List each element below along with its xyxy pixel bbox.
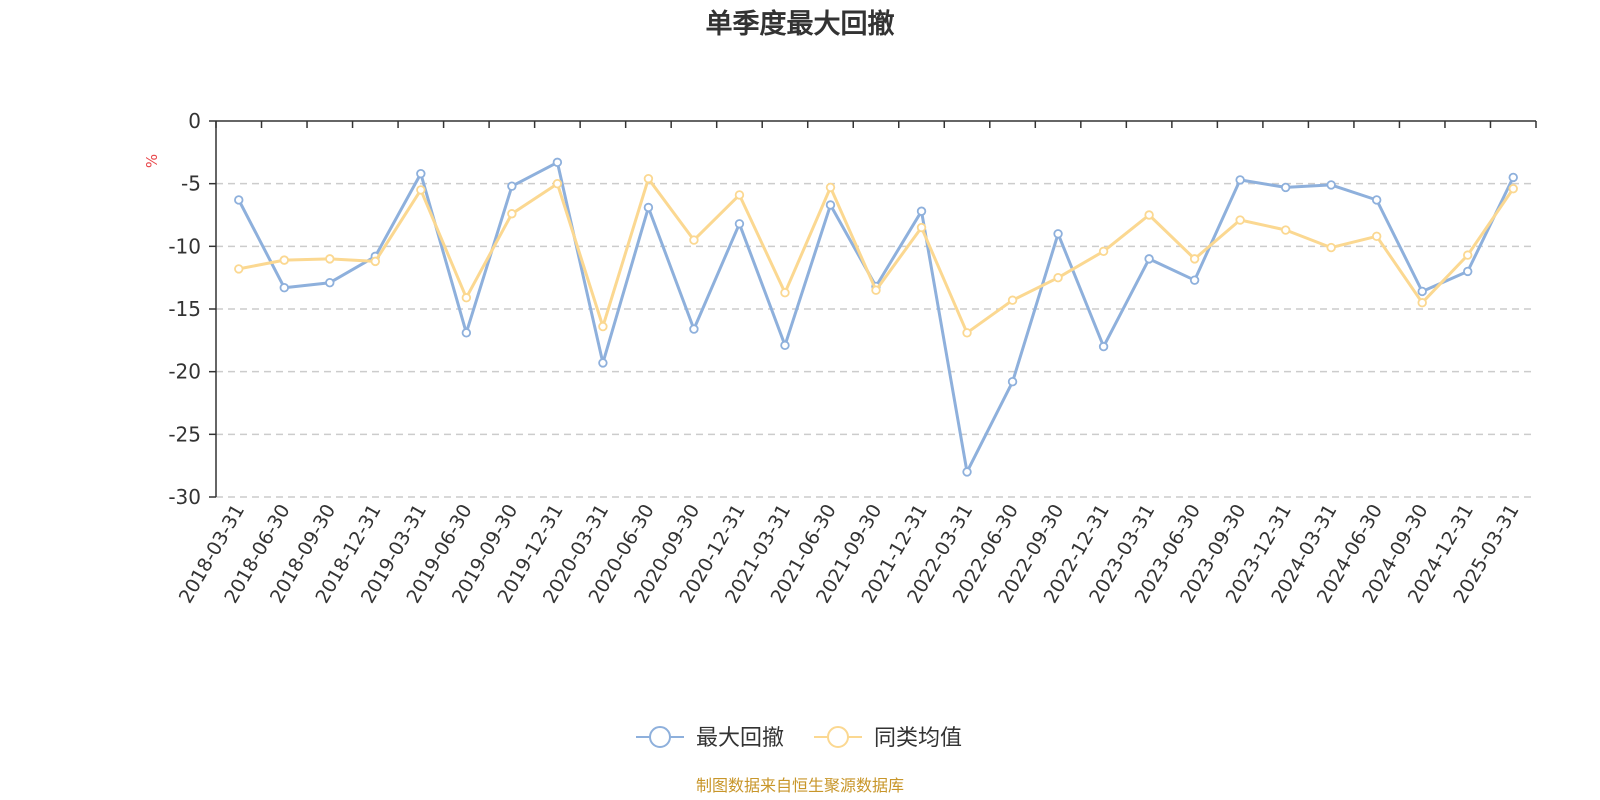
legend-marker [649,726,671,748]
chart-title: 单季度最大回撤 [706,8,895,40]
data-point [1326,242,1336,253]
data-point [507,181,517,191]
data-point [461,293,472,303]
data-point [1417,286,1427,297]
data-point [1280,225,1291,235]
data-point [1371,195,1382,205]
data-point [598,321,608,332]
data-point [916,206,927,216]
legend-label: 同类均值 [874,726,962,751]
data-point [871,285,881,295]
axes [209,120,1537,498]
data-point [279,282,289,293]
legend-marker [827,726,849,748]
y-tick-label: -25 [168,422,201,446]
data-point [1508,172,1518,183]
data-point [962,328,972,338]
data-point [689,235,699,245]
data-point [643,173,654,184]
data-point [370,256,381,267]
data-point [416,185,426,195]
data-point [1144,210,1154,220]
series-layer [234,157,1518,477]
data-point [962,467,972,477]
y-tick-label: -20 [168,360,201,384]
data-point [689,324,699,334]
data-point [1371,231,1382,242]
data-point [1098,246,1109,257]
legend[interactable]: 最大回撤 同类均值 [636,726,962,751]
x-tick-labels: 2018-03-312018-06-302018-09-302018-12-31… [175,500,1524,607]
data-point [507,209,517,219]
data-point [1508,183,1518,194]
data-point [234,195,244,205]
data-point [552,178,563,189]
data-point [825,200,836,210]
data-point [1098,341,1109,352]
data-point [1189,254,1200,264]
data-point [234,264,244,274]
y-tick-labels: 0 -5 -10 -15 -20 -25 -30 [168,109,201,509]
data-point [1326,180,1336,190]
y-tick-label: -30 [168,485,201,509]
data-point [461,328,472,338]
data-point [825,182,836,193]
data-point [734,190,745,200]
data-point [1235,215,1245,225]
data-point [1235,175,1245,185]
data-point [1007,376,1018,387]
data-point [1007,295,1018,305]
y-tick-label: 0 [188,109,201,133]
y-tick-label: -15 [168,297,201,321]
grid-lines [216,182,1536,498]
data-point [916,222,927,233]
data-point [643,202,654,213]
data-point [325,254,335,264]
data-point [1144,254,1154,264]
data-point [734,219,745,229]
data-point [1417,298,1427,308]
legend-item-2[interactable]: 同类均值 [814,726,962,751]
data-point [598,358,608,368]
legend-item-1[interactable]: 最大回撤 [636,726,784,751]
data-point [325,277,335,288]
data-point [1463,250,1473,260]
data-point [780,288,790,298]
y-axis-unit: % [143,154,161,168]
legend-label: 最大回撤 [696,726,784,751]
y-tick-label: -10 [168,234,201,258]
data-point [279,255,289,265]
data-point [1463,266,1473,277]
data-point [416,168,426,179]
data-point [780,340,790,351]
series-2 [234,173,1518,338]
source-note: 制图数据来自恒生聚源数据库 [696,776,904,795]
data-point [552,157,563,168]
data-point [1053,229,1063,239]
data-point [1280,182,1291,193]
y-tick-label: -5 [181,172,201,196]
data-point [1189,275,1200,285]
data-point [1053,272,1063,283]
